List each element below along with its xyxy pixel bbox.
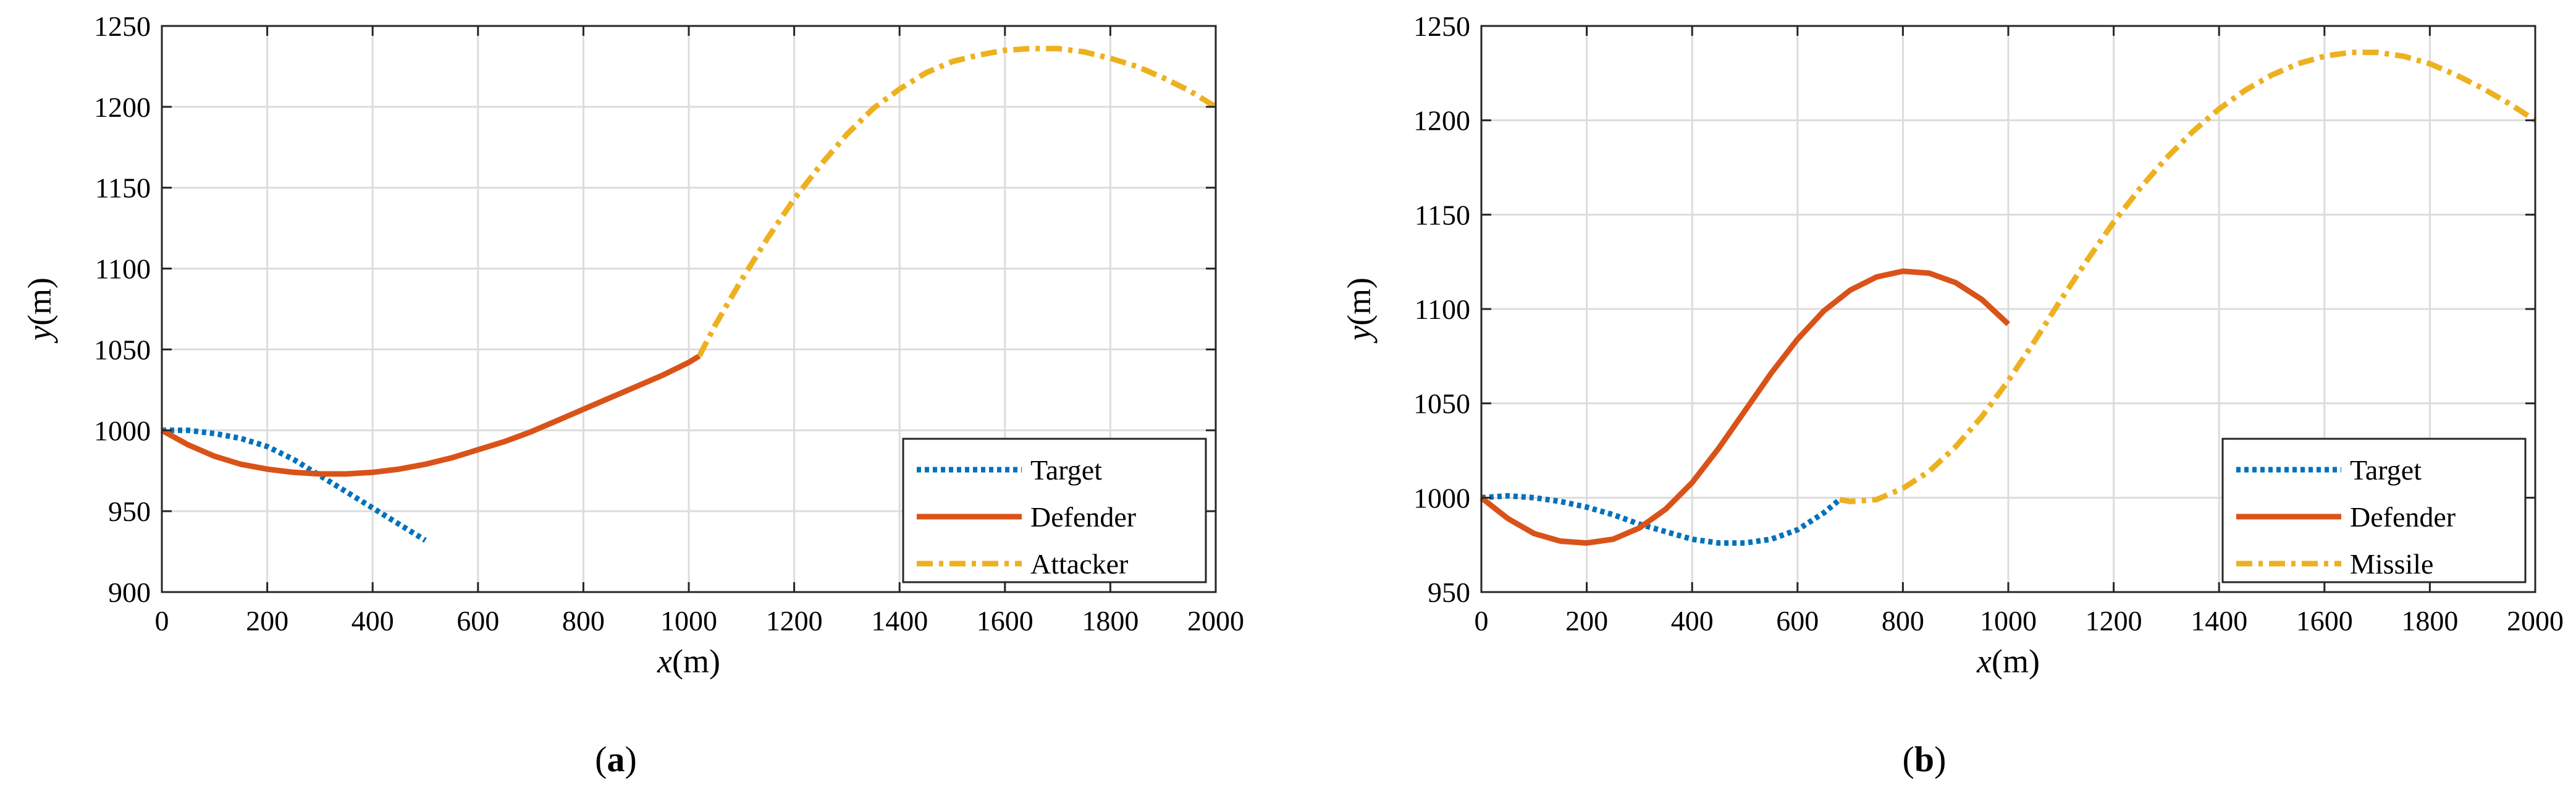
y-tick-label: 1200 — [1413, 105, 1470, 137]
caption-label: a — [607, 739, 625, 779]
legend-label-target: Target — [2350, 454, 2422, 486]
legend-box — [2221, 438, 2527, 583]
x-tick-label: 800 — [562, 605, 605, 637]
x-tick-label: 1400 — [2191, 605, 2247, 637]
caption-close-paren: ) — [625, 739, 637, 779]
y-tick-label: 1050 — [1413, 388, 1470, 420]
legend-label-defender: Defender — [1030, 501, 1136, 533]
x-tick-label: 1600 — [2296, 605, 2353, 637]
x-tick-label: 1200 — [2086, 605, 2142, 637]
x-tick-label: 1800 — [1082, 605, 1139, 637]
legend: Target Defender Attacker — [902, 438, 1207, 583]
y-tick-label: 1100 — [95, 253, 151, 285]
x-axis-label: x(m) — [1976, 643, 2040, 680]
y-tick-label: 1000 — [1413, 482, 1470, 514]
legend-label-target: Target — [1030, 454, 1102, 486]
legend-label-attacker: Attacker — [1030, 548, 1128, 580]
x-tick-label: 1800 — [2401, 605, 2458, 637]
y-axis-label-unit: (m) — [1341, 277, 1378, 326]
series-line-target — [162, 427, 427, 543]
legend-label-defender: Defender — [2350, 501, 2456, 533]
legend: Target Defender Missile — [2221, 438, 2527, 583]
caption-open-paren: ( — [595, 739, 607, 779]
y-tick-label: 1150 — [95, 172, 151, 204]
x-tick-label: 1200 — [766, 605, 823, 637]
x-tick-label: 800 — [1882, 605, 1924, 637]
y-axis-label: y(m) — [1341, 277, 1378, 344]
series-line-defender — [1480, 268, 2011, 546]
panel-caption: (a) — [595, 739, 637, 779]
x-tick-label: 1600 — [977, 605, 1033, 637]
y-tick-label: 950 — [1428, 577, 1470, 608]
x-tick-label: 600 — [457, 605, 499, 637]
y-axis-label-var: y — [21, 326, 58, 344]
x-tick-label: 2000 — [1187, 605, 1244, 637]
y-tick-label: 1100 — [1415, 294, 1470, 325]
x-tick-label: 1000 — [660, 605, 717, 637]
x-tick-label: 400 — [351, 605, 394, 637]
panel-caption: (b) — [1903, 739, 1947, 779]
x-tick-label: 400 — [1671, 605, 1714, 637]
x-tick-label: 0 — [1475, 605, 1489, 637]
x-axis-label-unit: (m) — [1992, 643, 2040, 680]
y-tick-label: 900 — [108, 577, 151, 608]
legend-label-missile: Missile — [2350, 548, 2433, 580]
x-axis-label: x(m) — [657, 643, 720, 680]
x-tick-label: 2000 — [2507, 605, 2564, 637]
panel-a: 0 200 400 600 800 1000 1200 1400 1600 1800 2000 900… — [21, 11, 1244, 779]
y-tick-label: 950 — [108, 496, 151, 527]
caption-label: b — [1914, 739, 1934, 779]
x-axis-label-unit: (m) — [672, 643, 720, 680]
x-tick-label: 1400 — [871, 605, 928, 637]
x-tick-label: 200 — [1565, 605, 1608, 637]
y-tick-label: 1150 — [1415, 199, 1470, 231]
caption-close-paren: ) — [1934, 739, 1946, 779]
x-tick-label: 200 — [246, 605, 288, 637]
legend-box — [902, 438, 1207, 583]
y-axis-label: y(m) — [21, 277, 58, 344]
panel-b: 0 200 400 600 800 1000 1200 1400 1600 1800 2000 950… — [1341, 11, 2564, 779]
x-tick-label: 0 — [155, 605, 169, 637]
y-tick-label: 1200 — [94, 91, 151, 123]
series-line-target — [1481, 493, 1842, 546]
y-axis-label-var: y — [1341, 326, 1378, 344]
y-tick-label: 1250 — [1413, 11, 1470, 42]
x-tick-label: 600 — [1776, 605, 1819, 637]
y-axis-label-unit: (m) — [21, 277, 58, 326]
x-axis-label-var: x — [1976, 643, 1992, 680]
x-axis-label-var: x — [657, 643, 672, 680]
y-tick-label: 1000 — [94, 415, 151, 446]
caption-open-paren: ( — [1903, 739, 1914, 779]
y-tick-label: 1250 — [94, 11, 151, 42]
x-tick-label: 1000 — [1980, 605, 2037, 637]
series-line-defender — [160, 354, 701, 477]
y-tick-label: 1050 — [94, 334, 151, 365]
series-line-attacker — [697, 46, 1218, 357]
